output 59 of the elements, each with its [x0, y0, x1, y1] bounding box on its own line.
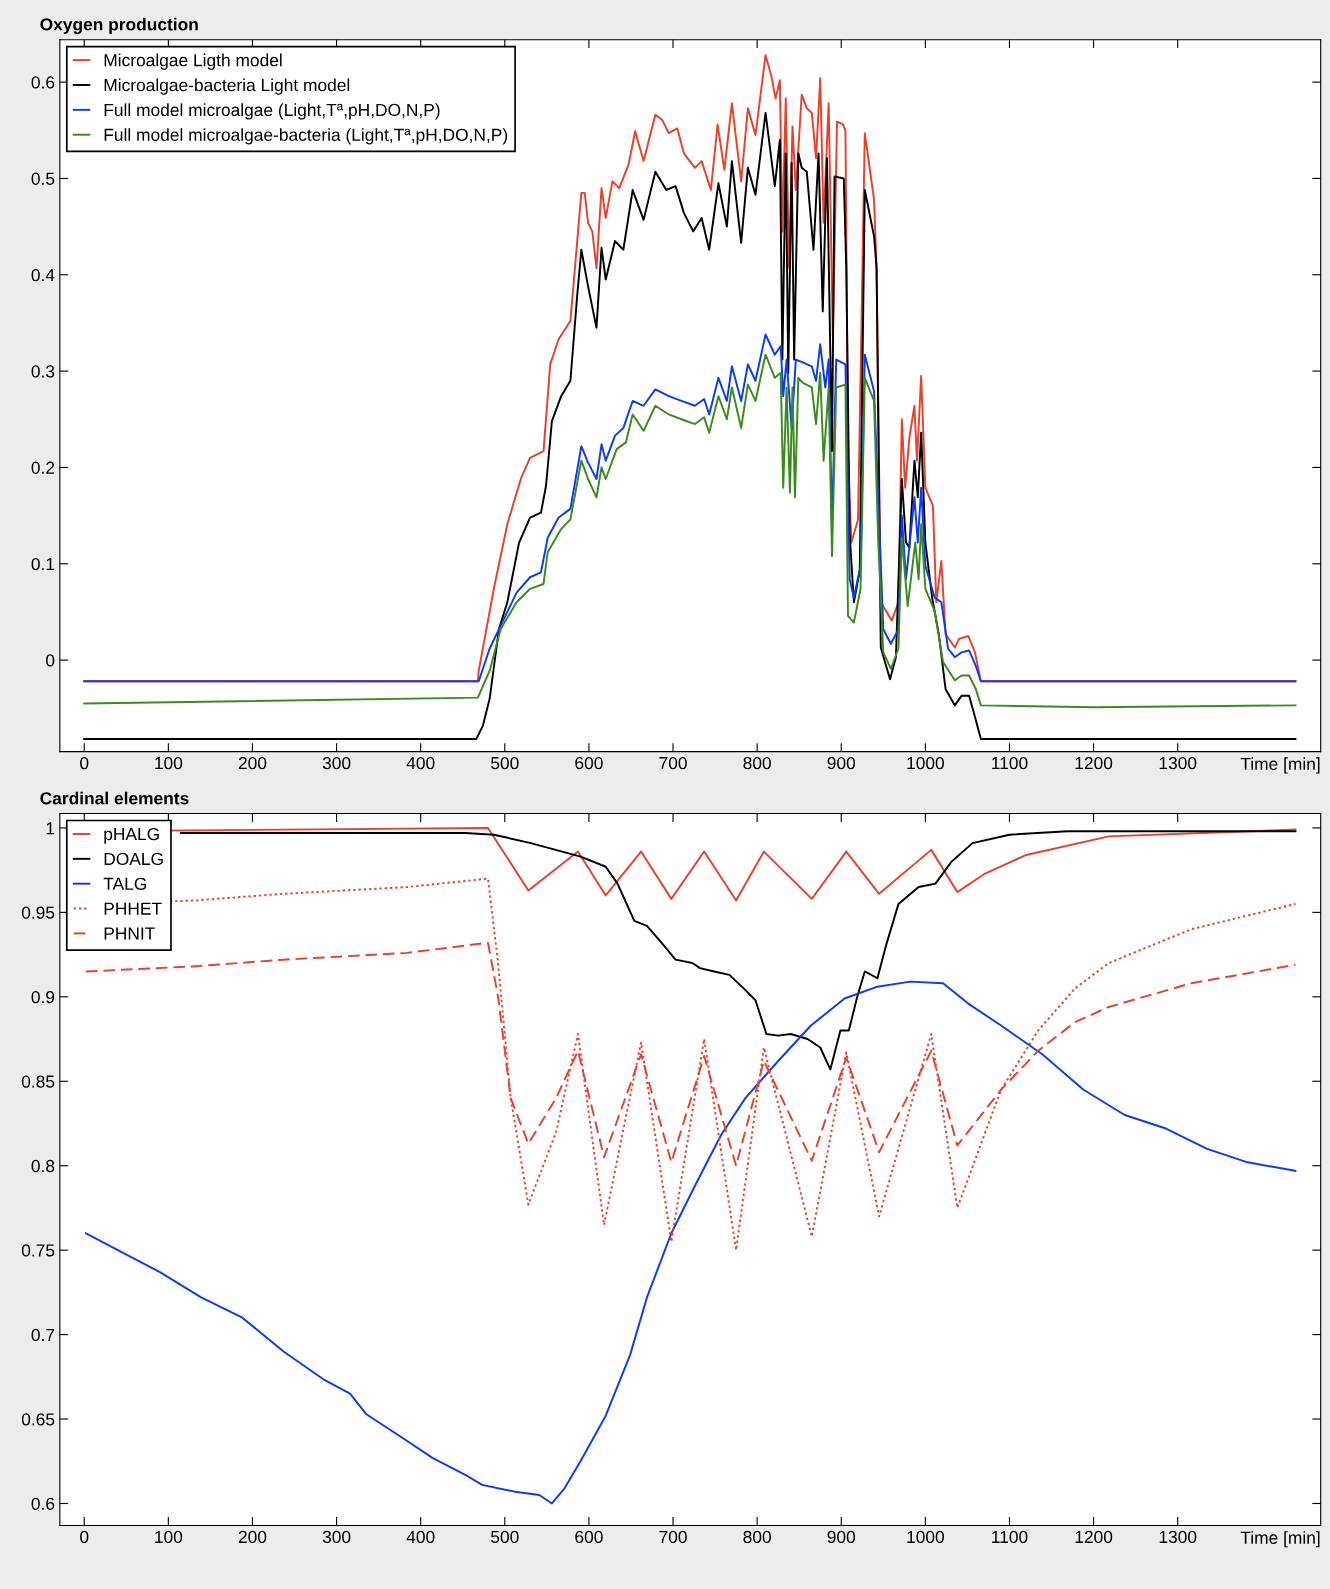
x-tick-label: 400	[406, 756, 435, 770]
x-tick-label: 1300	[1159, 1530, 1197, 1544]
x-tick-label: 1200	[1075, 756, 1113, 770]
legend-label: pHALG	[104, 827, 159, 844]
x-tick-label: 100	[155, 756, 183, 770]
y-tick-label: 0.8	[31, 1159, 55, 1173]
x-axis-title: Time [min]	[1240, 1531, 1320, 1548]
legend-label: Full model microalgae (Light,Tª,pH,DO,N,P)	[104, 103, 440, 120]
y-tick-label: 0.65	[21, 1413, 55, 1426]
x-tick-label: 1200	[1075, 1530, 1113, 1544]
y-tick-label: 0.2	[31, 461, 55, 474]
x-tick-label: 500	[491, 1530, 519, 1544]
x-axis-title: Time [min]	[1240, 757, 1320, 774]
y-tick-label: 0.9	[31, 990, 55, 1004]
x-tick-label: 200	[238, 756, 267, 770]
x-tick-label: 1100	[992, 756, 1028, 770]
legend-label: DOALG	[104, 852, 163, 866]
x-tick-label: 900	[827, 1530, 856, 1544]
y-tick-label: 0.6	[31, 76, 55, 89]
x-tick-label: 600	[575, 1530, 603, 1544]
x-tick-label: 800	[743, 1530, 771, 1544]
chart-title: Oxygen production	[40, 17, 198, 35]
x-tick-label: 1000	[907, 756, 944, 770]
x-tick-label: 500	[491, 756, 519, 770]
x-tick-label: 600	[575, 756, 603, 770]
line-series	[180, 830, 1297, 1071]
y-tick-label: 1	[46, 822, 55, 835]
y-tick-label: 0.5	[31, 172, 55, 185]
y-tick-label: 0	[46, 654, 55, 667]
chart-title: Cardinal elements	[40, 791, 189, 805]
x-tick-label: 0	[80, 756, 89, 770]
y-tick-label: 0.4	[31, 268, 55, 282]
legend-label: TALG	[103, 877, 147, 890]
legend-label: Full model microalgae-bacteria (Light,Tª,pH,DO,N,P)	[104, 128, 508, 145]
y-tick-label: 0.3	[31, 365, 55, 378]
line-series	[84, 980, 1297, 1505]
x-tick-label: 1100	[992, 1530, 1028, 1544]
y-tick-label: 0.75	[21, 1244, 55, 1257]
legend-label: Microalgae-bacteria Light model	[104, 78, 350, 95]
x-tick-label: 700	[659, 756, 687, 770]
x-tick-label: 700	[659, 1530, 687, 1544]
x-tick-label: 400	[406, 1530, 435, 1544]
y-tick-label: 0.85	[21, 1075, 55, 1088]
x-tick-label: 300	[322, 756, 351, 770]
legend-label: PHNIT	[104, 927, 155, 940]
x-tick-label: 100	[155, 1530, 183, 1544]
y-tick-label: 0.95	[21, 906, 55, 919]
x-tick-label: 1000	[907, 1530, 944, 1544]
x-tick-label: 300	[322, 1530, 351, 1544]
x-tick-label: 800	[743, 756, 771, 770]
legend-label: Microalgae Ligth model	[104, 53, 282, 70]
x-tick-label: 900	[827, 756, 856, 770]
y-tick-label: 0.1	[31, 557, 55, 571]
x-tick-label: 0	[80, 1530, 89, 1544]
y-tick-label: 0.7	[31, 1328, 55, 1342]
legend-label: PHHET	[104, 902, 162, 915]
x-tick-label: 200	[238, 1530, 267, 1544]
x-tick-label: 1300	[1159, 756, 1197, 770]
y-tick-label: 0.6	[31, 1497, 55, 1510]
